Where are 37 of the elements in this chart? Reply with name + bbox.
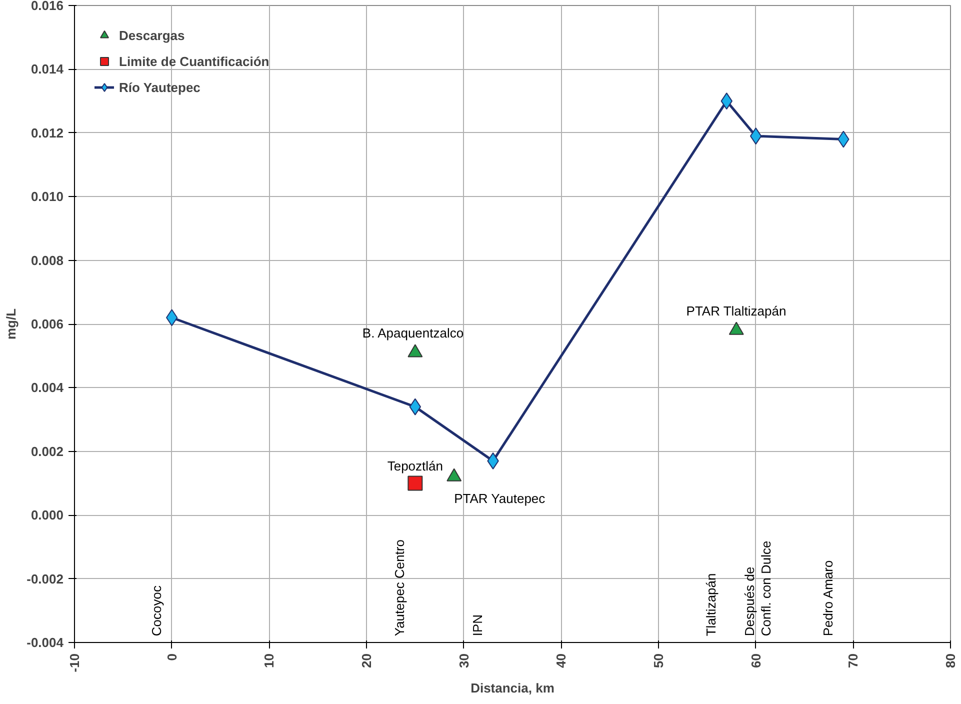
legend-label: Río Yautepec	[119, 80, 200, 94]
legend-label: Descargas	[119, 28, 185, 42]
annotation: Tlaltizapán	[704, 573, 719, 636]
x-tick-label: 30	[456, 653, 472, 668]
annotation: Cocoyoc	[148, 585, 164, 636]
annotation: PTAR Tlaltizapán	[686, 303, 786, 318]
x-tick-label: 50	[651, 653, 666, 668]
point	[408, 476, 423, 491]
annotation: IPN	[470, 614, 486, 636]
x-axis-title: Distancia, km	[470, 680, 554, 696]
x-tick-label: 70	[846, 653, 861, 668]
x-tick-label: 20	[359, 653, 374, 668]
legend-label: Limite de Cuantificación	[119, 54, 270, 68]
annotation: PTAR Yautepec	[454, 490, 546, 506]
y-tick-label: 0.014	[30, 62, 64, 77]
y-tick-label: 0.012	[30, 125, 64, 140]
y-tick-label: 0.002	[30, 444, 64, 459]
x-tick-label: -10	[67, 653, 82, 672]
y-axis-title: mg/L	[4, 308, 19, 340]
x-tick-label: 0	[164, 653, 180, 661]
x-tick-label: 60	[748, 653, 764, 668]
y-tick-label: -0.002	[26, 571, 64, 586]
annotation: B. Apaquentzalco	[362, 326, 464, 341]
y-tick-label: 0.008	[30, 252, 64, 268]
annotation: Pedro Amaro	[820, 560, 836, 636]
annotation: Yautepec Centro	[392, 540, 408, 636]
y-tick-label: 0.006	[30, 316, 64, 332]
y-tick-label: 0.000	[30, 508, 64, 523]
x-tick-label: 80	[943, 653, 958, 668]
y-tick-label: 0.016	[30, 0, 64, 13]
annotation: Tepoztlán	[387, 458, 443, 474]
annotation: Después de Confl. con Dulce	[742, 540, 774, 636]
y-tick-label: 0.004	[30, 380, 64, 396]
x-tick-label: 10	[262, 653, 277, 668]
y-tick-label: 0.010	[30, 189, 64, 204]
x-tick-label: 40	[554, 653, 569, 668]
y-tick-label: -0.004	[26, 635, 64, 650]
